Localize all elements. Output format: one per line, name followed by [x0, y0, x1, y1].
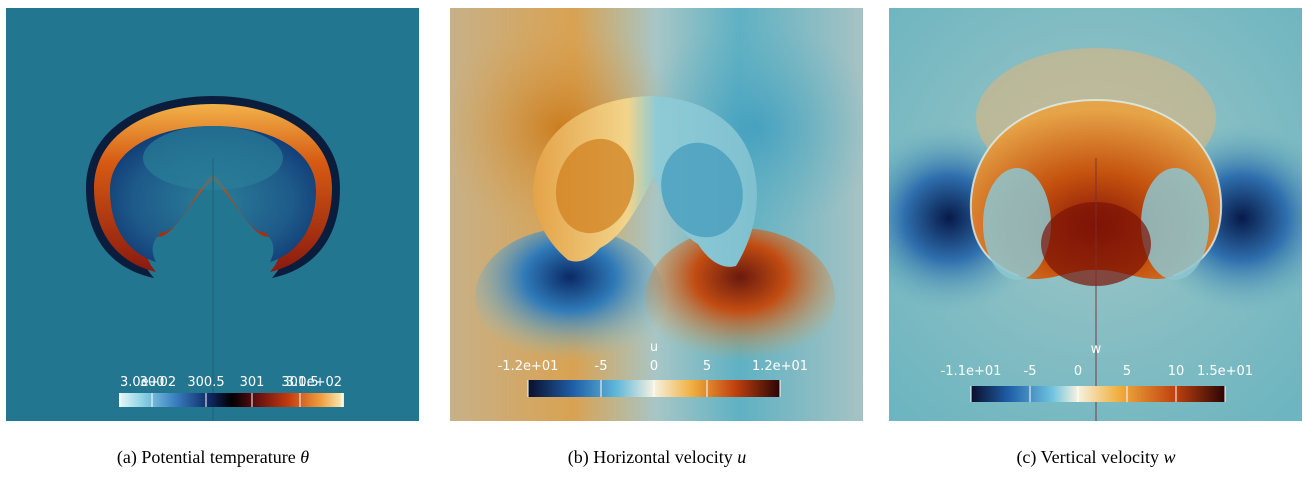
colorbar-tick-label: 0 — [1074, 364, 1082, 379]
colorbar-tick-label: 10 — [1168, 364, 1185, 379]
colorbar-tick-label: 3.0e+02 — [120, 375, 176, 390]
caption-symbol: θ — [300, 447, 310, 467]
colorbar-tick-label: 300 — [140, 375, 165, 390]
colorbar-tick-label: 1.5e+01 — [1197, 364, 1253, 379]
caption-label: (a) Potential temperature — [116, 447, 296, 467]
u-colorbar-title: u — [650, 340, 658, 355]
colorbar-tick-label: 301.5 — [281, 375, 318, 390]
caption-symbol: w — [1163, 447, 1176, 467]
u-field-image: u -1.2e+01 -5 0 5 1.2e+01 — [450, 8, 863, 421]
caption-label: (c) Vertical velocity — [1016, 447, 1160, 467]
w-field-image: w -1.1e+01 -5 0 5 10 1.5e+01 — [889, 8, 1302, 421]
colorbar-tick-label: 300.5 — [187, 375, 224, 390]
caption-symbol: u — [737, 447, 747, 467]
colorbar-tick-label: -5 — [1024, 364, 1037, 379]
w-colorbar-title: w — [1091, 342, 1102, 357]
colorbar-tick-label: 5 — [703, 359, 711, 374]
colorbar-tick-label: 301 — [240, 375, 265, 390]
w-colorbar — [971, 386, 1225, 402]
caption-u-velocity: (b) Horizontal velocity u — [447, 447, 867, 468]
colorbar-tick-label: -5 — [595, 359, 608, 374]
theta-colorbar — [119, 393, 344, 407]
caption-w-velocity: (c) Vertical velocity w — [886, 447, 1303, 468]
colorbar-tick-label: 0 — [650, 359, 658, 374]
colorbar-tick-label: -1.2e+01 — [498, 359, 559, 374]
w-velocity-plot: w -1.1e+01 -5 0 5 10 1.5e+01 — [889, 8, 1302, 421]
caption-label: (b) Horizontal velocity — [567, 447, 733, 467]
u-velocity-plot: u -1.2e+01 -5 0 5 1.2e+01 — [450, 8, 863, 421]
colorbar-tick-label: 3.0e+02 — [286, 375, 342, 390]
colorbar-tick-label: 1.2e+01 — [752, 359, 808, 374]
theta-plot: 3.0e+02 300 300.5 301 301.5 3.0e+02 — [6, 8, 419, 421]
colorbar-tick-label: -1.1e+01 — [941, 364, 1002, 379]
caption-theta: (a) Potential temperature θ — [3, 447, 423, 468]
colorbar-tick-label: 5 — [1123, 364, 1131, 379]
